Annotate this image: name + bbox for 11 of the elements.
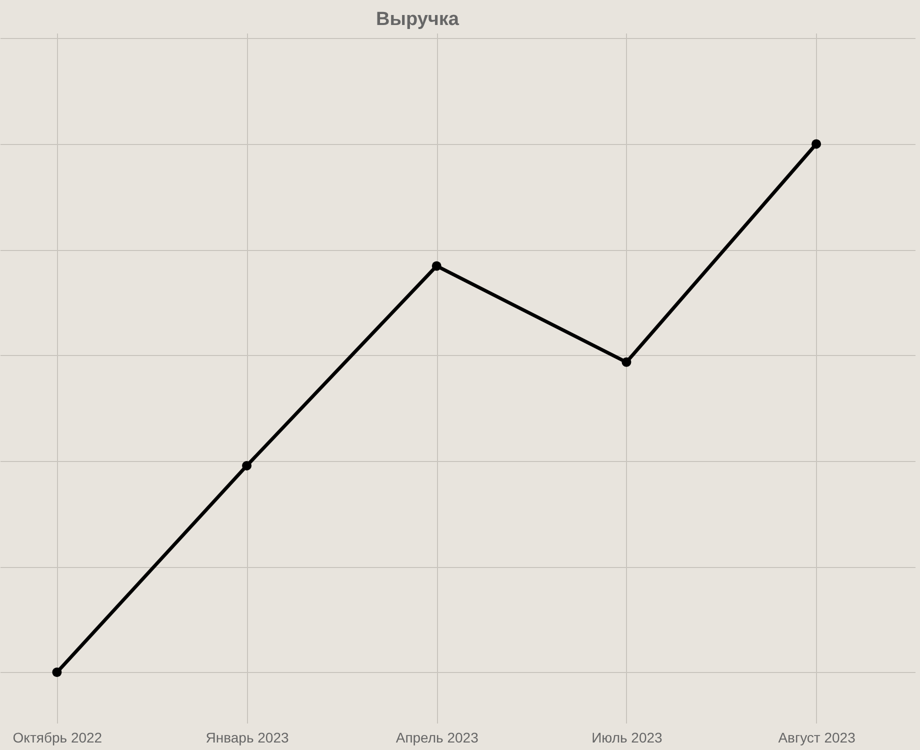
x-tick-label: Апрель 2023 <box>396 730 479 746</box>
x-tick-label: Октябрь 2022 <box>12 730 102 746</box>
point <box>622 357 632 367</box>
x-tick-label: Январь 2023 <box>206 730 290 746</box>
x-tick-label: Июль 2023 <box>592 730 663 746</box>
point <box>432 261 442 271</box>
point <box>242 460 252 470</box>
point <box>52 668 62 678</box>
x-tick-label: Август 2023 <box>778 730 856 746</box>
chart-title: Выручка <box>376 9 460 30</box>
point <box>812 139 822 149</box>
